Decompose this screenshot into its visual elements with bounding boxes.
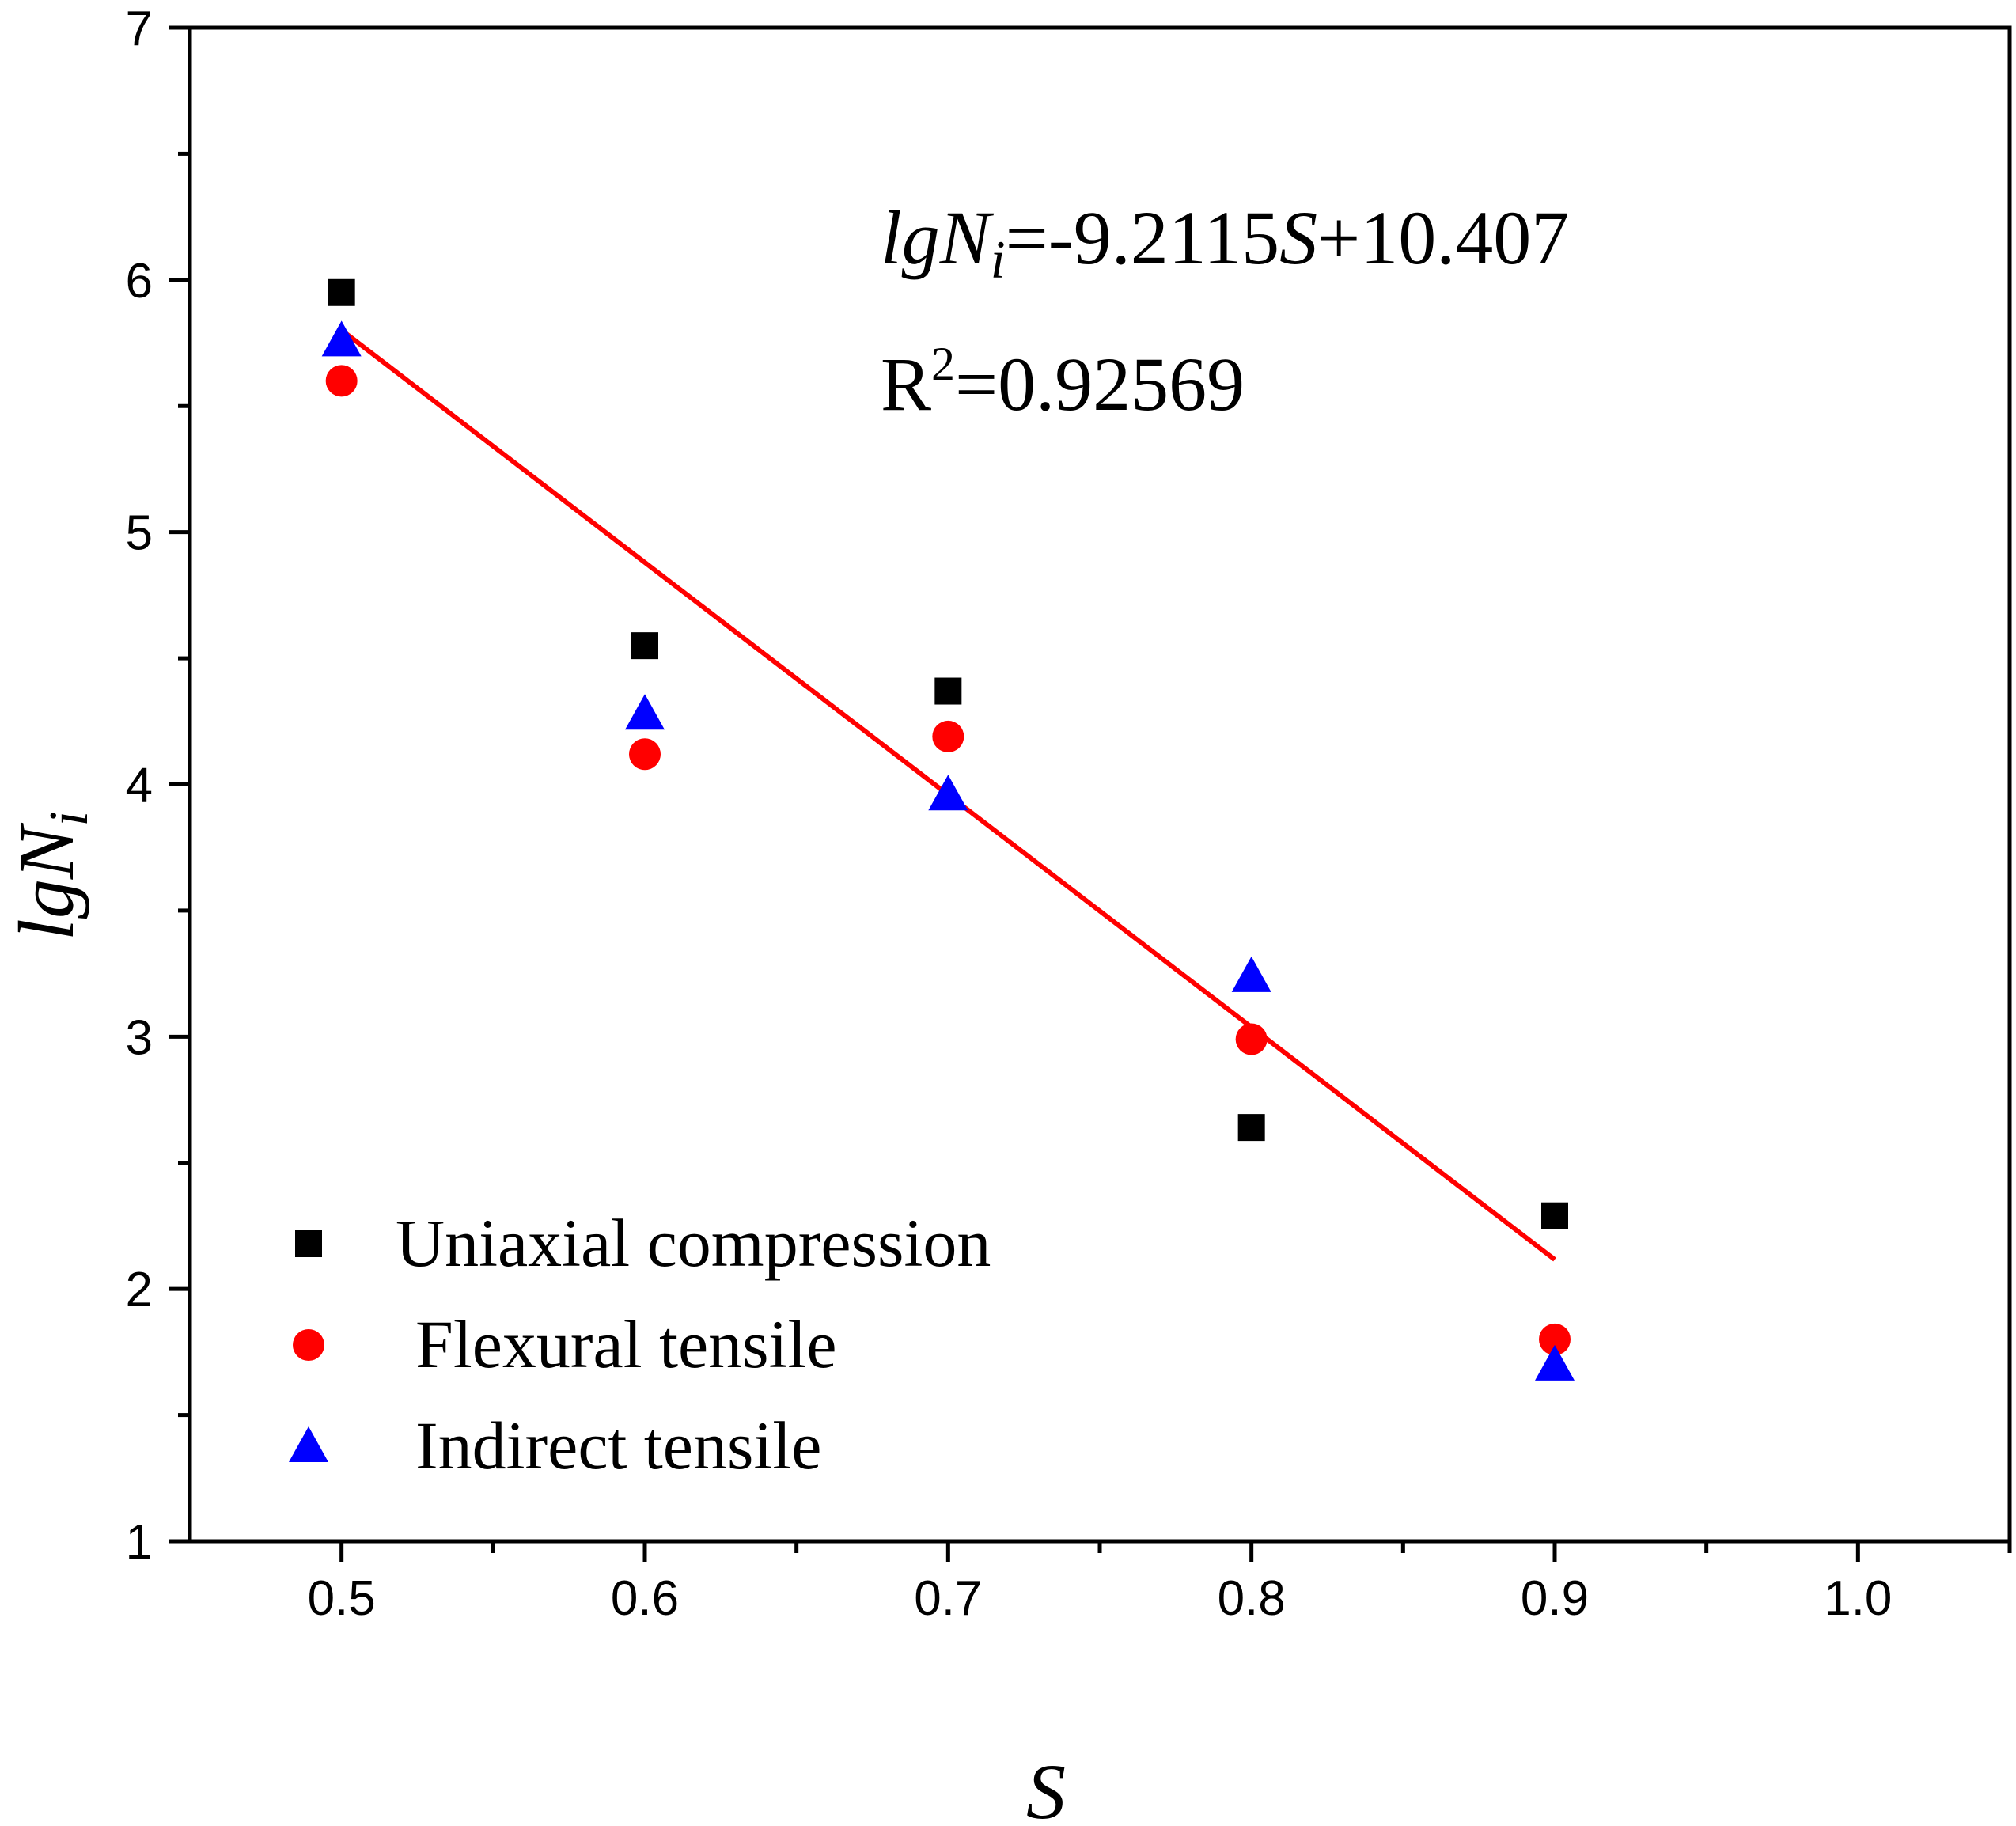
- x-tick-label: 0.8: [1218, 1571, 1286, 1626]
- legend: Uniaxial compression Flexural tensile In…: [289, 1205, 991, 1483]
- data-point-triangle: [625, 694, 665, 730]
- data-point-square: [328, 278, 355, 306]
- equation-slope: =-9.2115: [1006, 195, 1280, 280]
- data-point-circle: [325, 365, 358, 397]
- data-points: [321, 278, 1575, 1381]
- y-tick-label: 6: [126, 254, 153, 309]
- data-point-circle: [629, 738, 661, 771]
- data-point-circle: [1539, 1323, 1571, 1355]
- legend-marker-flexural-tensile: [293, 1329, 324, 1361]
- data-point-square: [631, 632, 658, 660]
- x-axis-label: S: [1026, 1748, 1066, 1826]
- x-tick-label: 0.6: [611, 1571, 679, 1626]
- equation-lhs: lgN: [881, 195, 995, 280]
- legend-label-uniaxial-compression: Uniaxial compression: [396, 1205, 991, 1281]
- y-tick-label: 4: [126, 759, 153, 813]
- x-tick-label: 0.9: [1521, 1571, 1589, 1626]
- x-tick-label: 0.7: [914, 1571, 982, 1626]
- y-axis-label-base: lgN: [2, 822, 90, 941]
- equation-lhs-subscript: i: [991, 229, 1006, 290]
- data-point-square: [1541, 1202, 1568, 1229]
- legend-label-indirect-tensile: Indirect tensile: [415, 1407, 821, 1483]
- data-point-triangle: [1535, 1344, 1575, 1381]
- legend-marker-indirect-tensile: [289, 1426, 328, 1462]
- fit-equation: lgNi=-9.2115S+10.407: [881, 195, 1569, 290]
- axes: 0.5 0.6 0.7 0.8 0.9 1.0 1 2 3 4 5 6 7: [126, 2, 2012, 1626]
- equation-variable: S: [1279, 195, 1317, 280]
- y-axis-label: lgNi: [2, 811, 100, 941]
- x-tick-label: 1.0: [1824, 1571, 1892, 1626]
- y-tick-label: 5: [126, 506, 153, 561]
- data-point-square: [934, 677, 962, 705]
- r-squared: R2=0.92569: [881, 338, 1245, 426]
- y-tick-label: 1: [126, 1515, 153, 1570]
- legend-label-flexural-tensile: Flexural tensile: [415, 1306, 837, 1382]
- data-point-circle: [1235, 1023, 1268, 1055]
- r-squared-letter: R: [881, 342, 931, 426]
- y-tick-label: 3: [126, 1010, 153, 1065]
- data-point-triangle: [321, 320, 362, 357]
- data-point-triangle: [1231, 956, 1271, 992]
- y-axis-label-subscript: i: [39, 811, 100, 826]
- data-point-circle: [932, 720, 964, 752]
- r-squared-value: =0.92569: [955, 342, 1245, 426]
- x-tick-label: 0.5: [308, 1571, 376, 1626]
- data-point-square: [1237, 1114, 1265, 1142]
- equation-intercept: +10.407: [1317, 195, 1569, 280]
- y-tick-label: 7: [126, 2, 153, 56]
- r-squared-superscript: 2: [931, 338, 955, 390]
- legend-marker-uniaxial-compression: [295, 1230, 322, 1257]
- data-point-triangle: [928, 775, 968, 811]
- y-tick-label: 2: [126, 1263, 153, 1317]
